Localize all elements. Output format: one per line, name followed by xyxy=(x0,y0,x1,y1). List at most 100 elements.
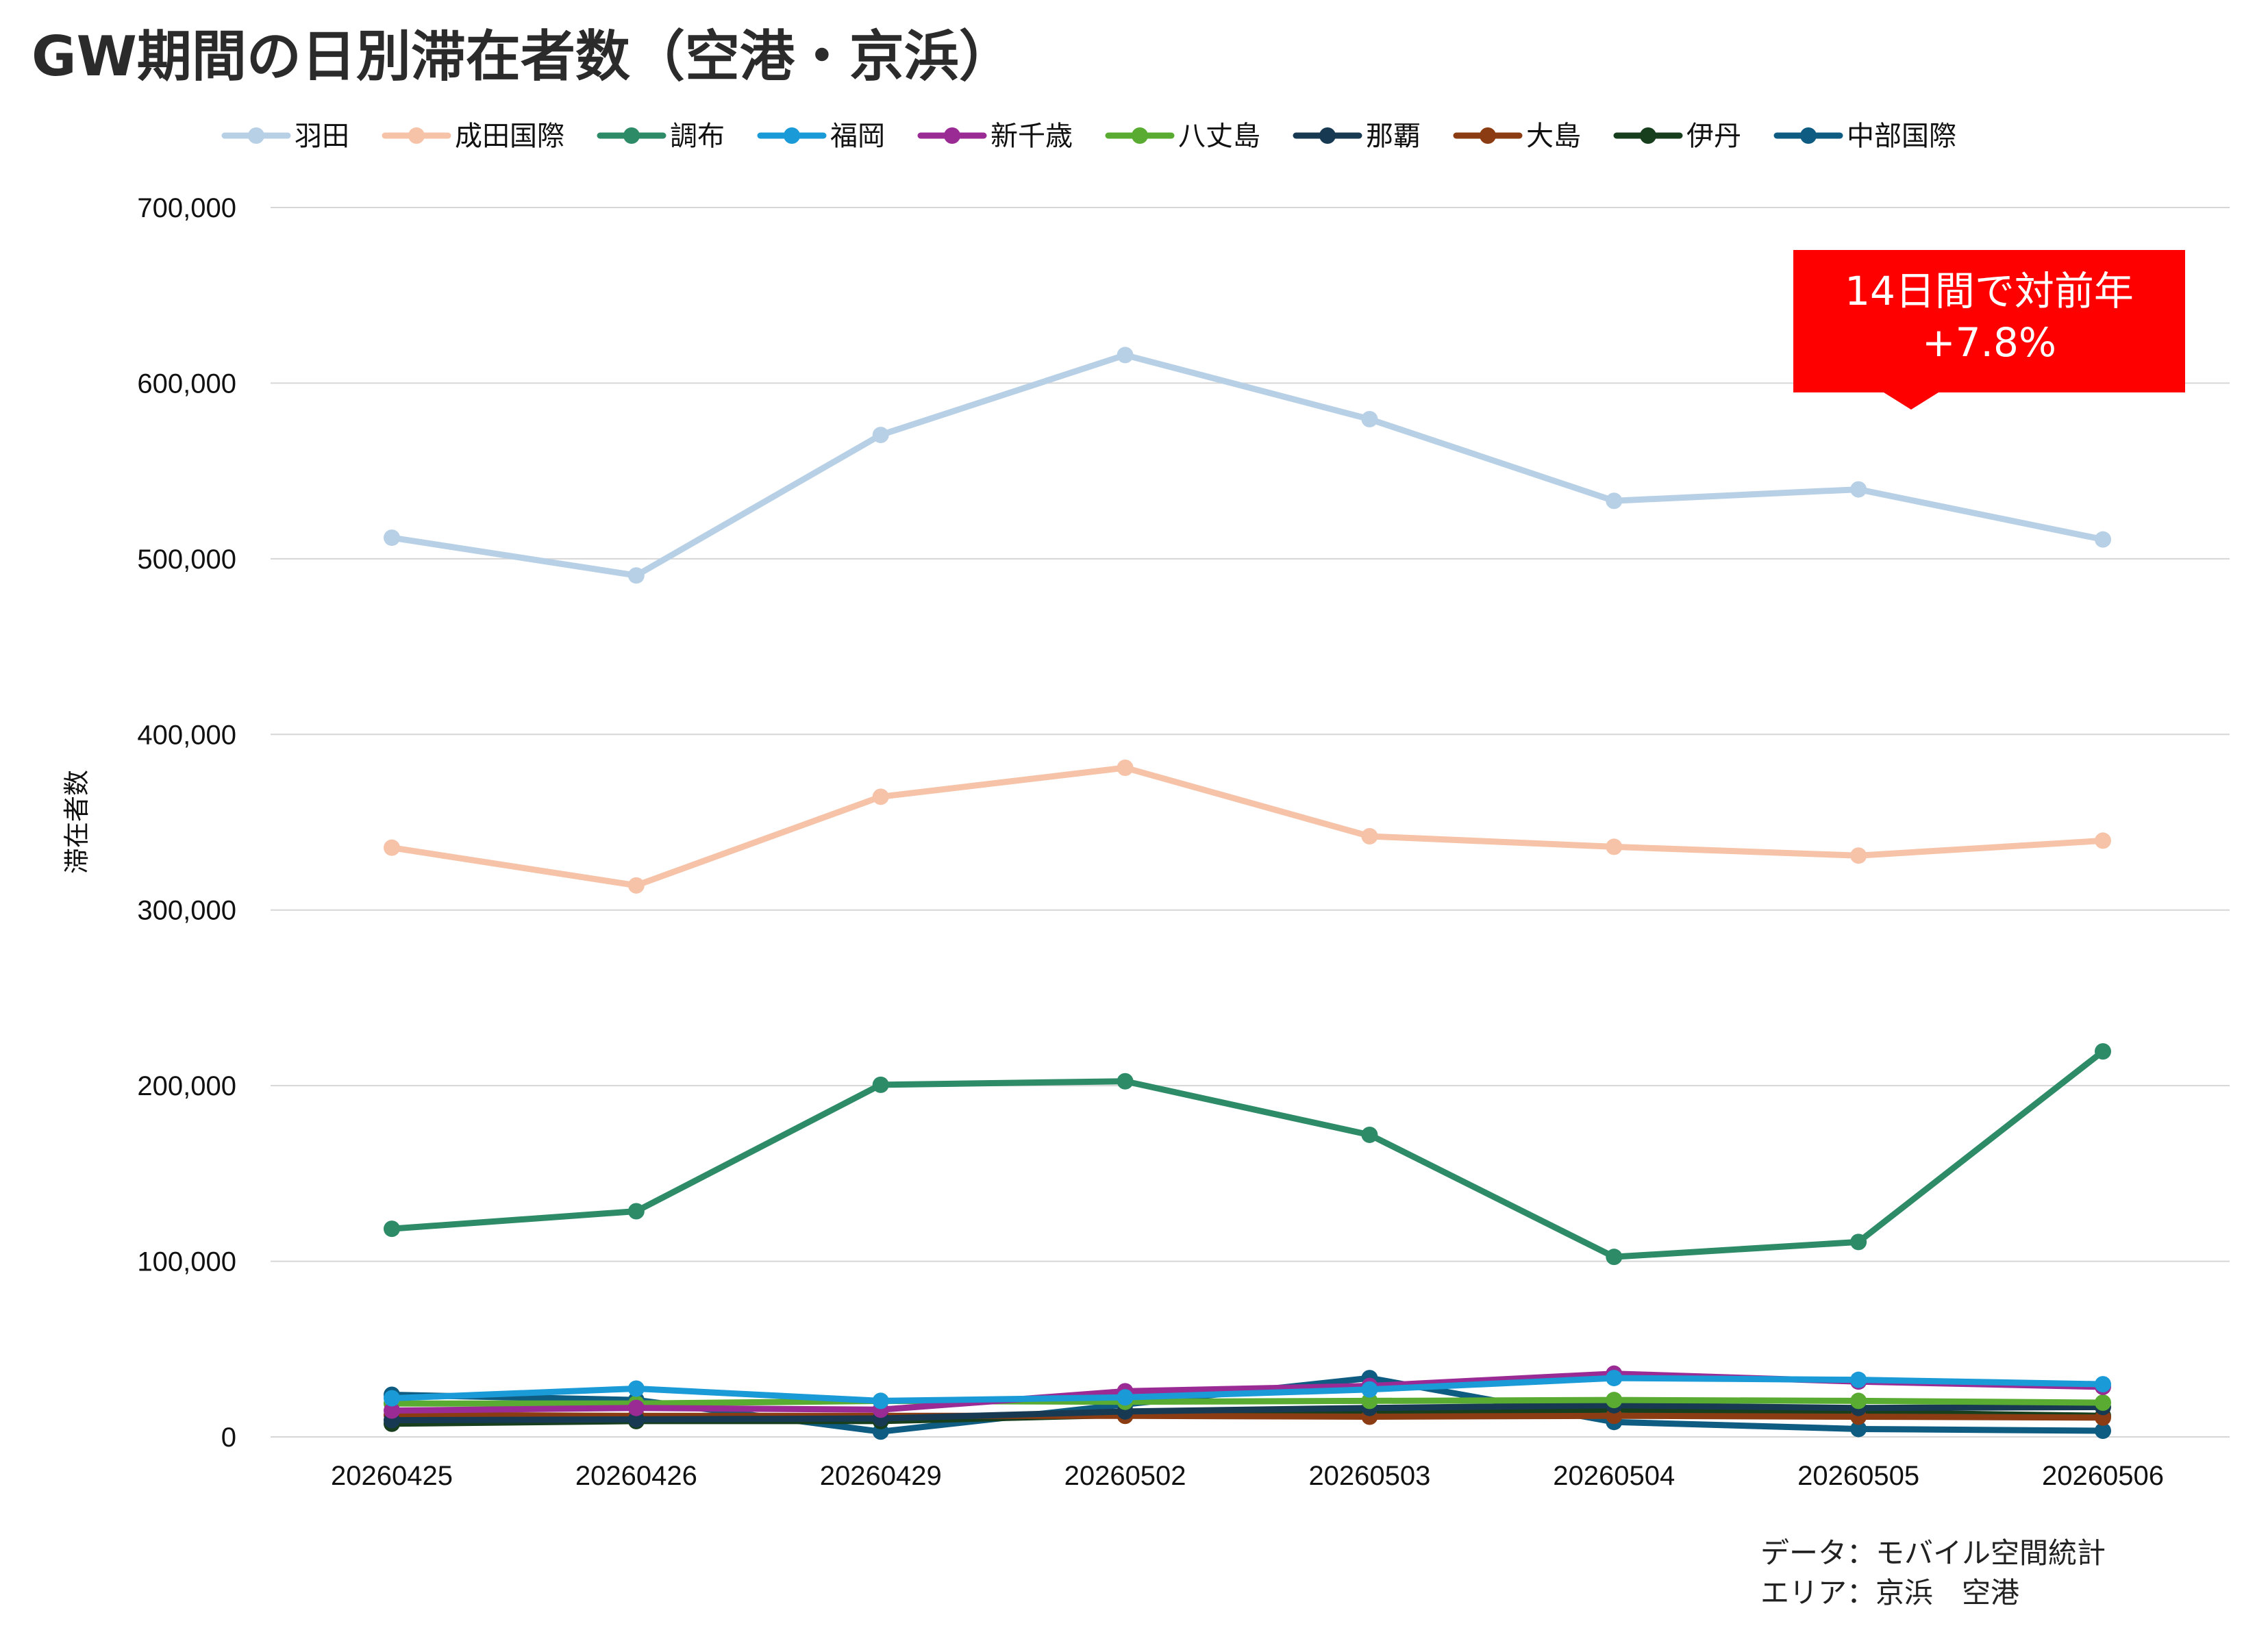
x-tick-label: 20260503 xyxy=(1308,1461,1430,1491)
y-tick-label: 500,000 xyxy=(137,544,236,575)
y-tick-label: 600,000 xyxy=(137,368,236,399)
legend-swatch-marker xyxy=(248,127,264,144)
data-point xyxy=(2095,832,2111,849)
data-point xyxy=(627,1399,645,1416)
data-point xyxy=(1850,847,1867,864)
data-point xyxy=(384,1402,400,1419)
legend-label: 大島 xyxy=(1526,121,1581,152)
data-point xyxy=(872,1076,889,1093)
data-point xyxy=(1606,838,1623,855)
annotation-line-2: +7.8% xyxy=(1922,319,2056,366)
annotation-callout: 14日間で対前年 +7.8% xyxy=(1793,250,2185,410)
annotation-line-1: 14日間で対前年 xyxy=(1845,268,2134,314)
y-tick-label: 400,000 xyxy=(137,720,236,750)
series-line xyxy=(388,1402,2106,1424)
series-line xyxy=(388,1396,2106,1407)
series-line xyxy=(388,351,2106,579)
series-1 xyxy=(384,347,2111,584)
data-point xyxy=(384,1390,400,1407)
y-axis-label: 滞在者数 xyxy=(62,770,92,874)
legend-swatch-marker xyxy=(1479,127,1496,144)
annotation-box xyxy=(1793,250,2185,410)
series-line xyxy=(388,1048,2106,1260)
data-point xyxy=(384,1220,400,1238)
data-point xyxy=(1850,1392,1867,1410)
data-point xyxy=(627,1380,645,1397)
legend-swatch-marker xyxy=(943,127,960,144)
data-point xyxy=(1117,760,1134,777)
data-point xyxy=(1361,410,1378,427)
chart-title: GW期間の日別滞在者数（空港・京浜） xyxy=(32,25,1014,88)
legend-item: 八丈島 xyxy=(1105,121,1260,152)
footer-note: データ：モバイル空間統計 エリア：京浜 空港 xyxy=(1760,1536,2106,1609)
data-point xyxy=(384,529,400,547)
footer-area: エリア：京浜 空港 xyxy=(1760,1576,2019,1609)
legend-swatch-marker xyxy=(1799,127,1817,144)
legend-swatch-marker xyxy=(1639,127,1656,144)
x-tick-label: 20260506 xyxy=(2042,1461,2164,1491)
legend-swatch-marker xyxy=(408,127,425,144)
legend-label: 成田国際 xyxy=(455,121,564,152)
series-layer xyxy=(384,347,2111,1440)
y-tick-label: 100,000 xyxy=(137,1247,236,1277)
series-line xyxy=(388,1412,2106,1421)
data-point xyxy=(1361,1126,1378,1143)
x-tick-label: 20260504 xyxy=(1553,1461,1675,1491)
legend-label: 那覇 xyxy=(1366,121,1421,152)
data-point xyxy=(2095,1376,2111,1393)
data-point xyxy=(1850,481,1867,498)
y-tick-label: 300,000 xyxy=(137,896,236,926)
data-point xyxy=(1606,1249,1623,1266)
legend-label: 調布 xyxy=(670,121,725,152)
y-tick-label: 700,000 xyxy=(137,193,236,223)
legend-item: 那覇 xyxy=(1293,121,1421,152)
legend-item: 中部国際 xyxy=(1773,121,1956,152)
legend-item: 大島 xyxy=(1453,121,1581,152)
data-point xyxy=(1850,1371,1867,1388)
legend-label: 羽田 xyxy=(295,121,349,152)
legend-item: 羽田 xyxy=(221,121,349,152)
legend-item: 新千歳 xyxy=(917,121,1073,152)
legend-swatch-marker xyxy=(623,127,640,144)
x-tick-label: 20260505 xyxy=(1797,1461,1919,1491)
data-point xyxy=(1850,1420,1867,1438)
y-axis-ticks: 0 100,000 200,000 300,000 400,000 500,000 600,… xyxy=(137,193,236,1453)
data-point xyxy=(627,877,645,894)
legend-label: 新千歳 xyxy=(990,121,1073,152)
legend-item: 調布 xyxy=(597,121,725,152)
legend: 羽田 成田国際 調布 福岡 新千歳 八丈島 那覇 大島 伊丹 中部国際 xyxy=(221,121,1956,152)
data-point xyxy=(1117,347,1134,364)
data-point xyxy=(627,567,645,584)
series-3 xyxy=(384,1043,2111,1266)
data-point xyxy=(627,1203,645,1220)
data-point xyxy=(1606,492,1623,510)
data-point xyxy=(872,1392,889,1410)
data-point xyxy=(2095,1423,2111,1440)
data-point xyxy=(1850,1233,1867,1251)
data-point xyxy=(627,1411,645,1428)
x-tick-label: 20260502 xyxy=(1064,1461,1186,1491)
x-tick-label: 20260425 xyxy=(331,1461,453,1491)
legend-swatch-marker xyxy=(1319,127,1336,144)
y-tick-label: 0 xyxy=(221,1423,236,1453)
data-point xyxy=(872,788,889,805)
legend-label: 伊丹 xyxy=(1686,121,1741,152)
x-axis-ticks: 20260425 20260426 20260429 20260502 20260503… xyxy=(331,1461,2164,1491)
legend-label: 中部国際 xyxy=(1847,121,1956,152)
x-tick-label: 20260429 xyxy=(820,1461,942,1491)
data-point xyxy=(384,839,400,856)
data-point xyxy=(872,427,889,444)
data-point xyxy=(2095,531,2111,548)
data-point xyxy=(1606,1392,1623,1409)
legend-label: 福岡 xyxy=(830,121,885,152)
x-tick-label: 20260426 xyxy=(575,1461,697,1491)
series-4 xyxy=(384,1370,2111,1410)
data-point xyxy=(2095,1043,2111,1060)
data-point xyxy=(2095,1394,2111,1411)
data-point xyxy=(1117,1073,1134,1090)
data-point xyxy=(1361,828,1378,845)
gridlines xyxy=(271,207,2230,1438)
legend-swatch-marker xyxy=(783,127,800,144)
legend-item: 福岡 xyxy=(757,121,885,152)
